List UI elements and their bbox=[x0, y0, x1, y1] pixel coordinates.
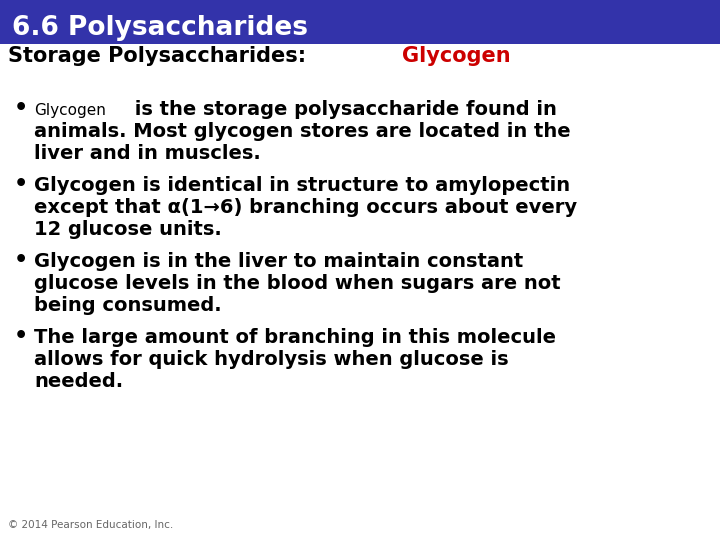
Text: •: • bbox=[14, 174, 28, 194]
Text: animals. Most glycogen stores are located in the: animals. Most glycogen stores are locate… bbox=[34, 122, 571, 140]
Text: being consumed.: being consumed. bbox=[34, 295, 222, 315]
Text: •: • bbox=[14, 250, 28, 270]
Text: •: • bbox=[14, 326, 28, 346]
Text: 12 glucose units.: 12 glucose units. bbox=[34, 220, 222, 239]
Text: Glycogen: Glycogen bbox=[34, 103, 106, 118]
Text: Storage Polysaccharides:: Storage Polysaccharides: bbox=[8, 46, 313, 66]
Text: Glycogen is in the liver to maintain constant: Glycogen is in the liver to maintain con… bbox=[34, 252, 523, 271]
Text: except that α(1→6) branching occurs about every: except that α(1→6) branching occurs abou… bbox=[34, 198, 577, 217]
Text: liver and in muscles.: liver and in muscles. bbox=[34, 144, 261, 163]
Text: needed.: needed. bbox=[34, 372, 123, 390]
Text: allows for quick hydrolysis when glucose is: allows for quick hydrolysis when glucose… bbox=[34, 349, 508, 369]
Text: Glycogen is identical in structure to amylopectin: Glycogen is identical in structure to am… bbox=[34, 176, 570, 194]
FancyBboxPatch shape bbox=[0, 0, 720, 44]
Text: The large amount of branching in this molecule: The large amount of branching in this mo… bbox=[34, 328, 556, 347]
Text: is the storage polysaccharide found in: is the storage polysaccharide found in bbox=[127, 99, 557, 119]
Text: 6.6 Polysaccharides: 6.6 Polysaccharides bbox=[12, 15, 308, 41]
Text: Glycogen: Glycogen bbox=[402, 46, 510, 66]
Text: •: • bbox=[14, 98, 28, 118]
Text: © 2014 Pearson Education, Inc.: © 2014 Pearson Education, Inc. bbox=[8, 520, 174, 530]
Text: glucose levels in the blood when sugars are not: glucose levels in the blood when sugars … bbox=[34, 274, 561, 293]
